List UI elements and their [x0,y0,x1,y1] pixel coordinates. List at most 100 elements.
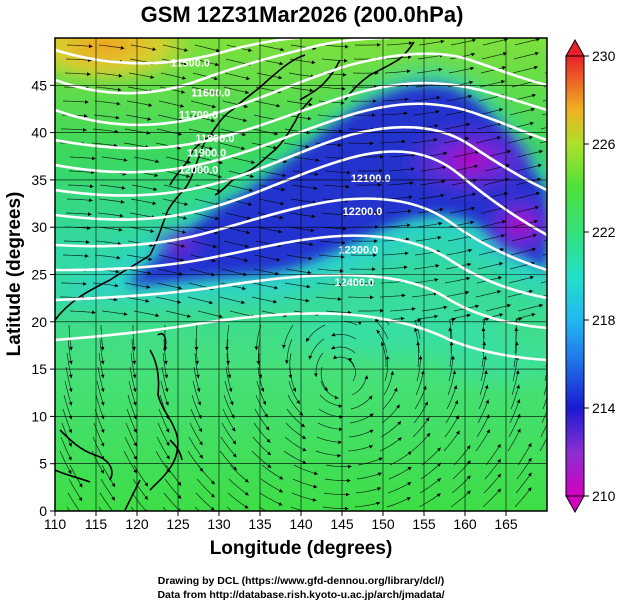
streamline [226,352,231,379]
streamline-arrow [452,370,457,375]
streamline-arrow [343,58,348,63]
streamline [286,408,306,428]
y-tick-label: 35 [31,172,47,188]
streamline-arrow [375,318,379,323]
streamline [476,414,490,438]
streamline [65,58,92,61]
streamline [446,385,457,410]
streamline [357,457,383,466]
streamline [322,506,349,509]
streamline [287,394,304,416]
streamline [477,399,489,424]
streamline-arrow [279,61,284,66]
streamline-arrow [84,100,89,104]
streamline [315,296,342,300]
streamline-arrow [451,355,455,360]
streamline-arrow [497,444,501,448]
streamline [412,278,439,284]
streamline [98,352,104,379]
streamline [385,56,412,60]
streamline [379,294,406,298]
streamline-arrow [346,184,350,189]
streamline-arrow [471,52,475,57]
x-tick-label: 130 [207,516,231,532]
streamline [228,478,249,496]
credit-data: Data from http://database.rish.kyoto-u.a… [157,589,444,601]
streamline [388,168,415,172]
streamline-arrow [347,464,352,469]
streamline [548,472,562,493]
streamline-arrow [372,113,376,118]
streamline-arrow [305,144,310,149]
streamline [355,487,382,494]
streamline-arrow [559,457,562,461]
colorbar-tick-label: 214 [592,400,616,416]
streamline-arrow [559,443,562,447]
streamline-arrow [518,317,523,321]
streamline [482,327,484,354]
contour-label: 12400.0 [334,277,374,289]
streamline-arrow [454,400,459,405]
streamline [447,235,474,242]
streamline-arrow [393,387,398,392]
streamline [507,136,533,144]
streamline [59,450,72,475]
streamline-arrow [561,290,565,294]
streamline [229,464,249,483]
contour-label: 11700.0 [179,109,218,121]
colorbar-min-arrow [565,495,585,514]
y-tick-label: 25 [31,267,47,283]
streamline [293,464,318,475]
streamline [445,400,459,424]
streamline-arrow [548,428,552,432]
streamline [284,436,307,452]
streamline [324,170,351,174]
streamline [510,248,536,256]
streamline [549,314,568,325]
y-tick-label: 10 [31,408,47,424]
streamline-arrow [84,254,89,258]
streamline [196,478,215,498]
streamline [412,417,430,438]
streamline [287,86,314,92]
streamline-arrow [196,374,200,379]
streamline-arrow [69,346,73,351]
streamline-arrow [152,201,157,205]
streamline-arrow [132,388,137,392]
streamline-arrow [248,48,252,52]
streamline-arrow [378,182,382,187]
streamline [61,128,87,131]
streamline-arrow [481,327,486,332]
streamline [316,436,342,443]
x-tick-label: 165 [494,516,518,532]
streamline-arrow [409,181,414,185]
streamline [291,184,318,189]
streamline-arrow [548,385,552,389]
streamline-arrow [377,43,381,47]
streamline [161,366,168,393]
streamline [540,281,547,284]
streamline-arrow [339,427,343,432]
streamline-arrow [530,275,534,280]
streamline [258,506,267,511]
streamline [251,296,278,303]
streamline-arrow [474,164,478,169]
streamline [219,142,245,150]
streamline [99,338,104,365]
streamline-arrow [244,258,248,263]
streamline [333,356,355,368]
streamline [187,296,213,304]
streamline-arrow [499,108,503,112]
streamline-arrow [539,149,543,154]
streamline [316,282,343,286]
streamline [162,44,188,52]
streamline-arrow [89,184,94,189]
streamline [159,86,185,94]
streamline [160,226,186,234]
streamline [416,222,443,228]
streamline [130,198,157,205]
streamline-arrow [309,88,314,93]
streamline [319,240,346,244]
streamline-arrow [111,496,115,501]
streamline [283,296,310,302]
